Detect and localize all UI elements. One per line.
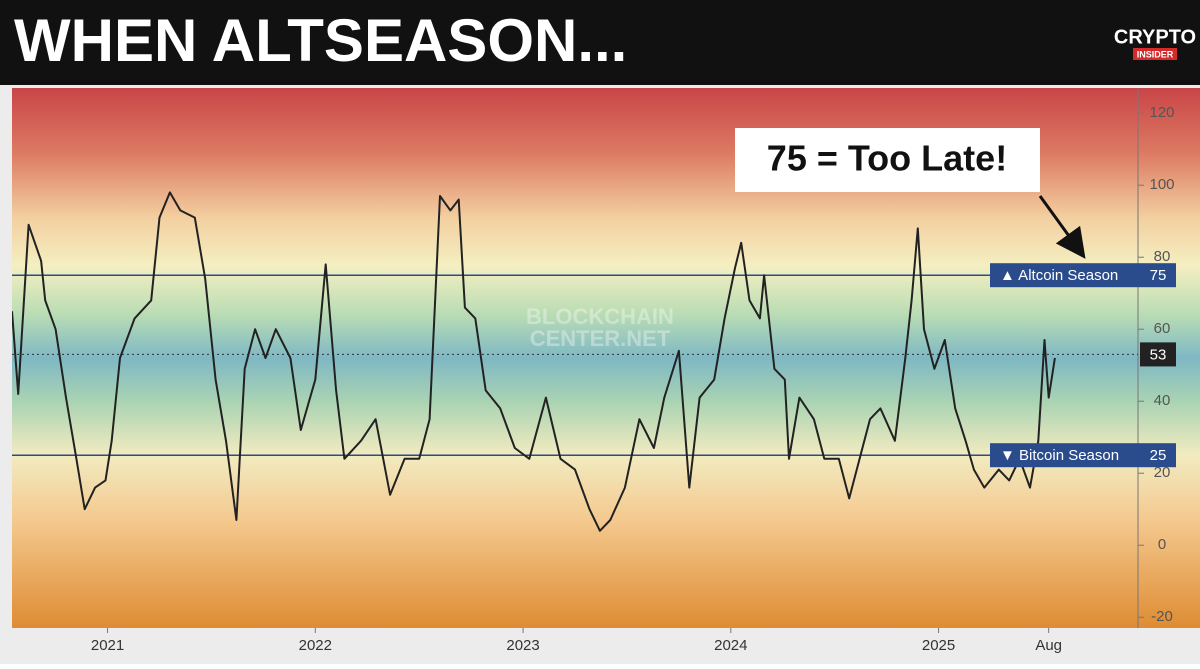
- annotation-box: [735, 128, 1040, 192]
- y-tick-label: 20: [1154, 464, 1171, 481]
- watermark: BLOCKCHAIN: [526, 304, 674, 329]
- x-tick-label: 2025: [922, 637, 955, 654]
- y-tick-label: 100: [1149, 176, 1174, 193]
- reference-label-box: [990, 443, 1176, 468]
- reference-label: ▼ Bitcoin Season: [1000, 447, 1119, 464]
- logo-text: CRYPTO: [1114, 26, 1196, 48]
- y-tick-label: -20: [1151, 608, 1173, 625]
- x-tick-label: 2024: [714, 637, 747, 654]
- annotation-arrow: [1038, 195, 1086, 259]
- reference-label: ▲ Altcoin Season: [1000, 267, 1118, 284]
- logo-subtext: INSIDER: [1137, 49, 1174, 59]
- watermark: CENTER.NET: [530, 326, 671, 351]
- y-tick-label: 60: [1154, 320, 1171, 337]
- y-tick-label: 120: [1149, 104, 1174, 121]
- y-tick-label: 40: [1154, 392, 1171, 409]
- annotation-text: 75 = Too Late!: [767, 138, 1007, 179]
- y-tick-label: 80: [1154, 248, 1171, 265]
- x-tick-label: 2023: [506, 637, 539, 654]
- x-tick-label: Aug: [1035, 637, 1062, 654]
- x-tick-label: 2022: [299, 637, 332, 654]
- reference-value: 25: [1150, 447, 1167, 464]
- y-tick-label: 0: [1158, 536, 1166, 553]
- current-value-box: [1140, 342, 1176, 367]
- logo: CRYPTO INSIDER: [1114, 6, 1196, 80]
- x-tick-label: 2021: [91, 637, 124, 654]
- index-line: [12, 191, 1056, 532]
- reference-value: 75: [1150, 267, 1167, 284]
- plot-layer: -20 0 20 40 60 80 100 120 2021 2022 2023 2024 2025 Au…: [12, 104, 1176, 654]
- logo-bar: [1133, 48, 1177, 60]
- logo-box: [1118, 6, 1192, 80]
- reference-label-box: [990, 263, 1176, 288]
- current-value-label: 53: [1150, 346, 1167, 363]
- banner: [0, 0, 1200, 85]
- page-title: WHEN ALTSEASON...: [14, 7, 627, 74]
